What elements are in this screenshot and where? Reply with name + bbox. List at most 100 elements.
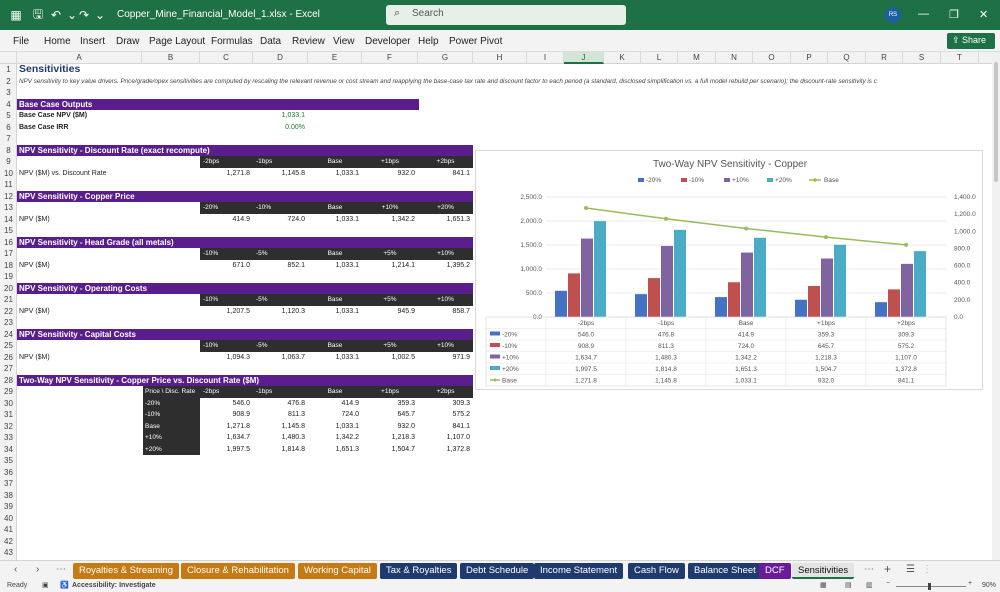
tab-data[interactable]: Data — [260, 36, 282, 47]
row-header[interactable]: 30 — [4, 398, 13, 408]
sensitivity-value[interactable]: 858.7 — [452, 307, 470, 315]
scrollbar-thumb[interactable] — [994, 62, 998, 182]
restore-icon[interactable]: ❐ — [949, 9, 959, 21]
row-header[interactable]: 8 — [6, 145, 11, 155]
tab-power-pivot[interactable]: Power Pivot — [449, 36, 503, 47]
sensitivity-col-header[interactable]: +5% — [362, 340, 418, 352]
sensitivity-col-header[interactable]: +2bps — [418, 156, 473, 168]
two-way-value[interactable]: 414.9 — [341, 399, 359, 407]
sensitivity-value[interactable]: 1,094.3 — [226, 353, 250, 361]
sensitivity-col-header[interactable]: -5% — [253, 294, 308, 306]
search-box[interactable]: ⌕ Search — [386, 5, 626, 25]
sensitivity-value[interactable]: 1,033.1 — [335, 353, 359, 361]
sensitivity-value[interactable]: 1,395.2 — [446, 261, 470, 269]
redo-icon[interactable]: ↷ — [78, 8, 90, 22]
page-layout-view-icon[interactable]: ▤ — [845, 582, 852, 589]
row-header[interactable]: 43 — [4, 548, 13, 557]
row-header[interactable]: 25 — [4, 341, 13, 350]
undo-icon[interactable]: ↶ — [50, 8, 62, 22]
sheet-list-icon[interactable]: ☰ — [906, 564, 915, 575]
sensitivity-value[interactable]: 1,342.2 — [391, 215, 415, 223]
more-sheets-left-icon[interactable]: ⋯ — [56, 564, 66, 575]
prev-sheet-icon[interactable]: ‹ — [14, 564, 18, 575]
row-header[interactable]: 37 — [4, 479, 13, 488]
sensitivity-value[interactable]: 1,033.1 — [335, 215, 359, 223]
tab-formulas[interactable]: Formulas — [211, 36, 253, 47]
row-header[interactable]: 29 — [4, 387, 13, 396]
two-way-value[interactable]: 841.1 — [452, 422, 470, 430]
normal-view-icon[interactable]: ▦ — [820, 582, 827, 589]
two-way-value[interactable]: 476.8 — [287, 399, 305, 407]
more-sheets-right-icon[interactable]: ⋯ — [864, 564, 874, 575]
sensitivity-col-header[interactable]: -5% — [253, 248, 308, 260]
sensitivity-value[interactable]: 1,033.1 — [335, 261, 359, 269]
two-way-value[interactable]: 724.0 — [341, 411, 359, 418]
two-way-row-label[interactable]: Base — [143, 420, 200, 432]
row-header[interactable]: 11 — [4, 180, 13, 189]
quick-access-more-icon[interactable]: ⌄ — [94, 8, 106, 22]
two-way-value[interactable]: 1,372.8 — [446, 445, 470, 453]
two-way-value[interactable]: 645.7 — [397, 411, 415, 418]
sensitivity-header[interactable]: NPV Sensitivity - Copper Price — [17, 190, 473, 202]
column-header-l[interactable]: L — [641, 52, 678, 64]
sensitivity-row-label[interactable]: NPV ($M) vs. Discount Rate — [19, 169, 107, 177]
zoom-slider[interactable] — [896, 586, 966, 587]
base-case-header[interactable]: Base Case Outputs — [17, 98, 419, 110]
sensitivity-header[interactable]: NPV Sensitivity - Head Grade (all metals… — [17, 236, 473, 248]
row-header[interactable]: 6 — [6, 122, 11, 132]
tab-review[interactable]: Review — [292, 36, 325, 47]
row-header[interactable]: 21 — [4, 295, 13, 304]
two-way-value[interactable]: 1,504.7 — [391, 445, 415, 453]
accessibility-status[interactable]: Accessibility: Investigate — [72, 582, 156, 589]
column-header-o[interactable]: O — [753, 52, 791, 64]
sensitivity-value[interactable]: 971.9 — [452, 353, 470, 361]
two-way-value[interactable]: 1,651.3 — [335, 445, 359, 453]
column-header-b[interactable]: B — [142, 52, 200, 64]
sensitivity-col-header[interactable]: +10% — [418, 248, 473, 260]
row-header[interactable]: 33 — [4, 433, 13, 442]
row-header[interactable]: 35 — [4, 456, 13, 465]
sensitivity-col-header[interactable]: +10% — [362, 202, 418, 214]
sensitivity-col-header[interactable]: +10% — [418, 340, 473, 352]
sensitivity-header[interactable]: NPV Sensitivity - Discount Rate (exact r… — [17, 144, 473, 156]
row-header[interactable]: 4 — [6, 99, 11, 109]
sensitivity-value[interactable]: 1,033.1 — [335, 307, 359, 315]
row-header[interactable]: 39 — [4, 502, 13, 511]
row-header[interactable]: 2 — [6, 76, 11, 86]
row-header[interactable]: 31 — [4, 410, 13, 419]
two-way-row-label[interactable]: -10% — [143, 409, 200, 421]
sensitivity-col-header[interactable]: +20% — [418, 202, 473, 214]
row-header[interactable]: 20 — [4, 283, 13, 293]
column-header-g[interactable]: G — [418, 52, 473, 64]
sheet-tab-cash-flow[interactable]: Cash Flow — [628, 563, 685, 579]
close-icon[interactable]: ✕ — [979, 9, 989, 21]
page-break-view-icon[interactable]: ▥ — [866, 582, 873, 589]
sensitivity-value[interactable]: 414.9 — [232, 215, 250, 223]
sensitivity-col-header[interactable]: -10% — [200, 340, 253, 352]
two-way-corner[interactable]: Price \ Disc. Rate — [143, 386, 200, 398]
column-header-s[interactable]: S — [903, 52, 941, 64]
zoom-in-icon[interactable]: + — [968, 580, 973, 587]
sheet-tab-sensitivities[interactable]: Sensitivities — [792, 563, 855, 579]
two-way-value[interactable]: 1,218.3 — [391, 434, 415, 441]
column-header-f[interactable]: F — [362, 52, 418, 64]
worksheet-grid[interactable]: Sensitivities NPV sensitivity to key val… — [17, 64, 992, 560]
sensitivity-value[interactable]: 1,271.8 — [226, 169, 250, 177]
sensitivity-col-header[interactable]: -1bps — [253, 156, 308, 168]
sheet-tab-working-capital[interactable]: Working Capital — [298, 563, 377, 579]
column-header-e[interactable]: E — [308, 52, 362, 64]
column-header-d[interactable]: D — [253, 52, 308, 64]
sensitivity-value[interactable]: 1,120.3 — [281, 307, 305, 315]
row-header[interactable]: 32 — [4, 421, 13, 431]
two-way-value[interactable]: 1,342.2 — [335, 434, 359, 441]
row-header[interactable]: 18 — [4, 260, 13, 270]
two-way-col-header[interactable]: -1bps — [253, 386, 308, 398]
add-sheet-icon[interactable]: + — [884, 562, 892, 576]
column-header-c[interactable]: C — [200, 52, 253, 64]
row-header[interactable]: 36 — [4, 467, 13, 477]
two-way-header[interactable]: Two-Way NPV Sensitivity - Copper Price v… — [17, 374, 473, 386]
row-header[interactable]: 1 — [6, 65, 11, 74]
sensitivity-col-header[interactable]: -10% — [200, 294, 253, 306]
base-npv-label[interactable]: Base Case NPV ($M) — [19, 112, 88, 119]
two-way-value[interactable]: 1,634.7 — [226, 434, 250, 441]
